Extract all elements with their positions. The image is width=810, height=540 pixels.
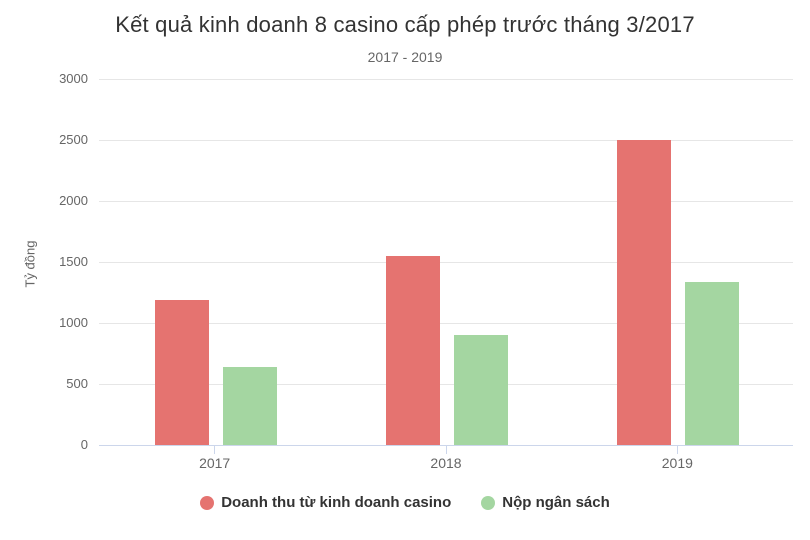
y-axis-tick-label: 0 — [80, 437, 88, 452]
bar-2018-series-0[interactable] — [386, 255, 440, 445]
legend-marker-icon — [200, 495, 215, 510]
gridline — [99, 262, 793, 263]
x-axis-tick-label: 2019 — [661, 455, 693, 471]
bar-2018-series-1[interactable] — [454, 335, 508, 445]
bar-2017-series-1[interactable] — [222, 366, 277, 445]
chart-subtitle: 2017 - 2019 — [367, 49, 443, 65]
bar-2019-series-0[interactable] — [617, 140, 672, 445]
bar-2019-series-1[interactable] — [685, 281, 740, 445]
legend-item-label: Doanh thu từ kinh doanh casino — [221, 494, 452, 511]
y-axis-tick-label: 500 — [66, 376, 88, 391]
x-axis-tick — [214, 446, 216, 454]
legend-item-label: Nộp ngân sách — [502, 494, 610, 511]
x-axis-tick — [676, 446, 678, 454]
gridline — [99, 323, 793, 324]
gridline — [99, 384, 793, 385]
chart-title: Kết quả kinh doanh 8 casino cấp phép trư… — [115, 12, 695, 37]
legend-item[interactable]: Doanh thu từ kinh doanh casino — [200, 494, 451, 511]
x-axis-tick-label: 2018 — [430, 455, 462, 471]
y-axis-tick-label: 1500 — [59, 254, 88, 269]
legend: Doanh thu từ kinh doanh casino Nộp ngân s… — [0, 494, 810, 511]
x-axis-tick-label: 2017 — [199, 455, 231, 471]
legend-marker-icon — [481, 495, 496, 510]
legend-item[interactable]: Nộp ngân sách — [481, 494, 610, 511]
plot-area — [99, 79, 793, 446]
y-axis-tick-label: 2500 — [59, 132, 88, 147]
gridline — [99, 201, 793, 202]
gridline — [99, 140, 793, 141]
x-axis-tick — [445, 446, 447, 454]
bar-2017-series-0[interactable] — [154, 299, 209, 445]
gridline — [99, 79, 793, 80]
y-axis-tick-label: 1000 — [59, 315, 88, 330]
y-axis-tick-label: 3000 — [59, 71, 88, 86]
y-axis-tick-label: 2000 — [59, 193, 88, 208]
